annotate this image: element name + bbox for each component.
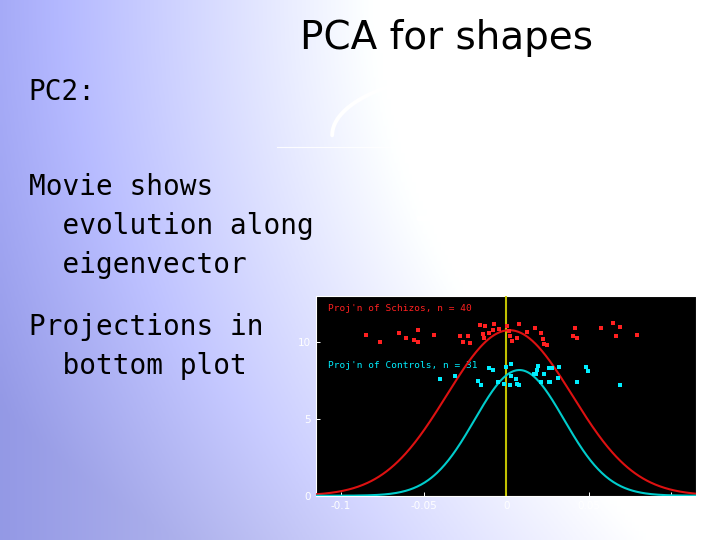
Point xyxy=(498,380,510,388)
Text: Movie shows
  evolution along
  eigenvector: Movie shows evolution along eigenvector xyxy=(29,173,313,279)
Point xyxy=(504,332,516,340)
Point xyxy=(493,325,505,334)
Point xyxy=(571,333,582,342)
Point xyxy=(510,375,522,383)
Point xyxy=(477,330,489,339)
Point xyxy=(413,338,424,347)
Point xyxy=(529,324,541,333)
Point xyxy=(480,322,491,330)
Text: Scal., PC 2: Scal., PC 2 xyxy=(462,262,550,280)
Point xyxy=(513,380,525,389)
Point xyxy=(449,372,461,381)
Point xyxy=(504,380,516,389)
Point xyxy=(615,323,626,332)
Point xyxy=(474,320,486,329)
Point xyxy=(539,340,550,349)
Point xyxy=(464,339,476,348)
Point xyxy=(408,336,419,345)
Point xyxy=(487,325,499,334)
Point xyxy=(511,334,523,343)
Point xyxy=(538,369,549,378)
Point xyxy=(572,377,583,386)
Point xyxy=(484,364,495,373)
Point xyxy=(360,330,372,339)
Point xyxy=(500,363,512,372)
Point xyxy=(521,328,533,336)
Point xyxy=(541,341,553,350)
Point xyxy=(570,324,581,333)
Point xyxy=(552,373,564,382)
Text: PCA for shapes: PCA for shapes xyxy=(300,19,593,57)
Point xyxy=(394,329,405,338)
Point xyxy=(488,319,500,328)
Point xyxy=(413,326,424,334)
Point xyxy=(457,338,469,347)
Point xyxy=(374,338,386,346)
Point xyxy=(567,332,579,340)
Point xyxy=(531,370,542,379)
Point xyxy=(536,329,547,338)
Point xyxy=(610,332,621,340)
Point xyxy=(532,362,544,370)
Point xyxy=(504,327,516,335)
Point xyxy=(505,360,516,369)
Point xyxy=(505,372,516,380)
Point xyxy=(511,380,523,389)
Point xyxy=(434,375,446,384)
Point xyxy=(631,330,643,339)
Point xyxy=(581,363,593,372)
Point xyxy=(462,332,474,340)
Point xyxy=(543,377,554,386)
Point xyxy=(492,378,504,387)
Text: Proj'n of Schizos, n = 40: Proj'n of Schizos, n = 40 xyxy=(328,304,472,313)
Point xyxy=(595,323,607,332)
Point xyxy=(475,381,487,389)
Point xyxy=(513,320,525,328)
Point xyxy=(531,366,543,375)
Point xyxy=(400,334,412,342)
Point xyxy=(505,337,517,346)
Point xyxy=(501,322,513,330)
Text: Projections in
  bottom plot: Projections in bottom plot xyxy=(29,313,264,380)
Point xyxy=(528,369,540,378)
Point xyxy=(483,329,495,338)
Point xyxy=(544,364,555,373)
Point xyxy=(537,334,549,343)
Text: PC2:: PC2: xyxy=(29,78,96,106)
Point xyxy=(614,381,626,389)
Point xyxy=(428,331,440,340)
Text: Proj'n of Controls, n = 31: Proj'n of Controls, n = 31 xyxy=(328,361,477,370)
Point xyxy=(608,319,619,328)
Point xyxy=(472,377,484,386)
Point xyxy=(454,332,466,340)
Point xyxy=(582,367,593,375)
Point xyxy=(487,366,499,374)
Text: Full set of Corpora Callosa: Full set of Corpora Callosa xyxy=(393,39,593,54)
Point xyxy=(554,362,565,371)
Point xyxy=(544,377,555,386)
Point xyxy=(546,364,558,373)
Point xyxy=(478,334,490,343)
Point xyxy=(536,378,547,387)
